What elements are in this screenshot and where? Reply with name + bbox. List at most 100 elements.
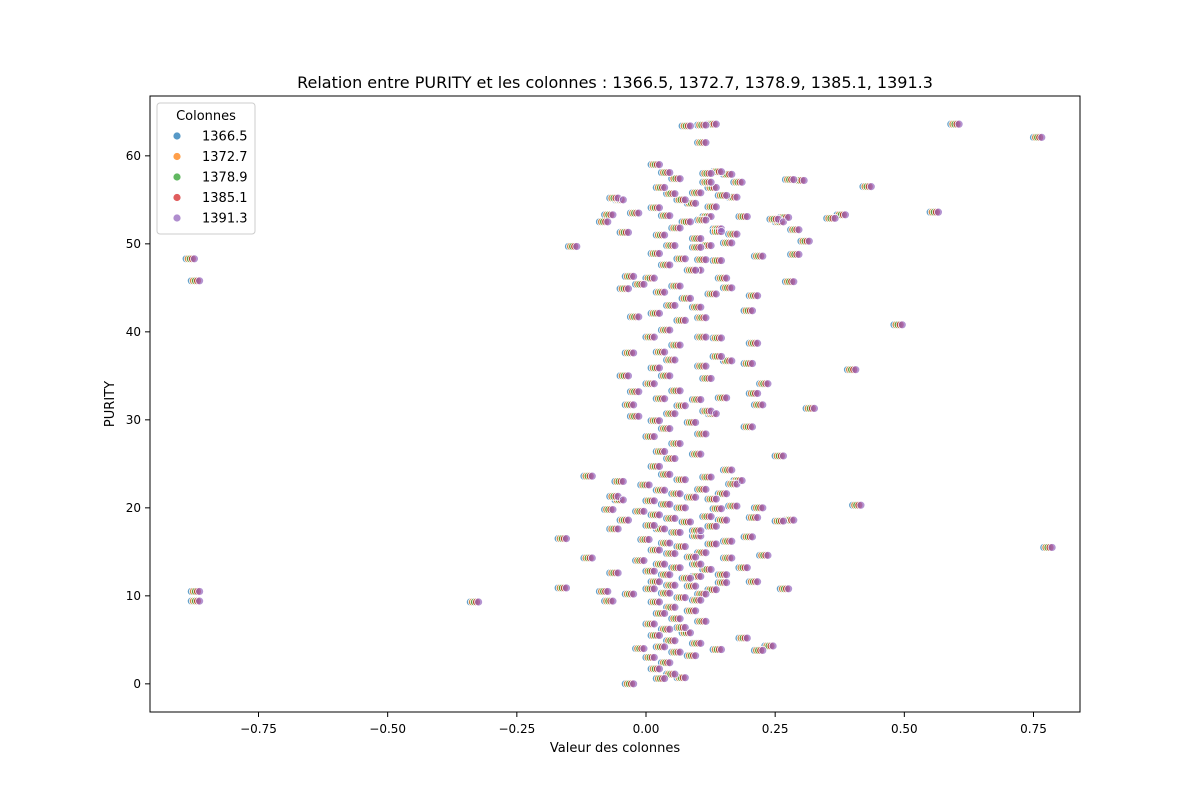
data-point: [789, 277, 799, 287]
legend-title: Colonnes: [176, 109, 236, 124]
data-point: [711, 183, 721, 192]
data-point: [758, 503, 768, 513]
data-point: [794, 225, 804, 235]
y-tick-label: 20: [126, 501, 141, 515]
data-point: [794, 249, 804, 259]
data-point: [696, 559, 706, 569]
data-point: [655, 577, 664, 587]
data-point: [670, 580, 680, 590]
data-point: [680, 254, 690, 264]
data-point: [665, 499, 675, 509]
data-point: [660, 609, 669, 618]
data-point: [665, 658, 675, 668]
data-point: [727, 356, 737, 366]
data-point: [670, 514, 680, 523]
data-point: [660, 230, 669, 240]
data-point: [629, 679, 638, 689]
data-point: [954, 119, 964, 129]
data-point: [670, 636, 680, 646]
data-point: [670, 409, 680, 419]
data-point: [649, 332, 659, 342]
data-point: [670, 669, 680, 679]
data-point: [784, 584, 793, 594]
data-point: [680, 401, 690, 411]
data-point: [753, 389, 762, 398]
data-point: [655, 363, 664, 373]
data-point: [711, 539, 721, 549]
data-point: [680, 315, 690, 325]
data-point: [629, 400, 638, 410]
data-point: [675, 281, 685, 291]
data-point: [701, 589, 711, 599]
data-point: [639, 279, 649, 289]
data-point: [717, 352, 726, 361]
data-point: [629, 271, 638, 281]
data-point: [608, 596, 618, 606]
data-point: [675, 386, 685, 396]
data-point: [655, 631, 664, 640]
data-point: [742, 212, 752, 221]
data-point: [190, 254, 199, 264]
axes-frame: [149, 95, 1081, 713]
data-point: [655, 462, 664, 471]
data-point: [665, 538, 675, 548]
x-tick-label: 0.00: [633, 722, 660, 736]
data-point: [748, 359, 757, 368]
data-point: [608, 210, 618, 220]
data-point: [562, 534, 571, 544]
data-point: [634, 312, 644, 322]
data-point: [706, 565, 716, 574]
data-point: [587, 471, 597, 481]
data-point: [691, 552, 700, 562]
legend-marker: [172, 131, 182, 141]
data-point: [675, 647, 685, 657]
data-point: [680, 475, 690, 485]
data-point: [701, 429, 711, 439]
data-point: [624, 284, 633, 294]
data-point: [701, 255, 711, 265]
data-point: [655, 597, 664, 607]
data-point: [686, 517, 695, 527]
data-point: [711, 202, 721, 212]
data-point: [195, 596, 205, 606]
data-point: [195, 587, 205, 596]
data-point: [701, 215, 711, 225]
data-point: [195, 276, 205, 286]
data-point: [711, 494, 721, 504]
y-axis-ticks: 0 10 20 30 40 50 60: [126, 149, 150, 691]
data-point: [789, 175, 799, 185]
data-point: [603, 217, 613, 227]
data-point: [675, 174, 685, 184]
data-point: [696, 526, 706, 536]
data-point: [675, 223, 685, 233]
data-point: [649, 521, 659, 530]
y-tick-label: 50: [126, 237, 141, 251]
data-point: [655, 545, 664, 555]
data-point: [696, 395, 706, 405]
data-point: [649, 432, 659, 441]
points-layer: [181, 119, 1057, 689]
data-point: [701, 332, 711, 342]
data-point: [634, 387, 644, 397]
data-point: [748, 422, 757, 432]
data-point: [1047, 543, 1057, 552]
data-point: [742, 633, 752, 643]
y-tick-label: 60: [126, 149, 141, 163]
data-point: [655, 416, 664, 426]
data-point: [706, 374, 716, 383]
data-point: [722, 570, 731, 580]
data-point: [748, 532, 757, 542]
data-point: [660, 674, 669, 683]
data-point: [701, 484, 711, 494]
data-point: [660, 347, 669, 357]
data-point: [701, 616, 711, 626]
data-point: [696, 188, 706, 198]
legend-marker: [172, 193, 182, 202]
data-point: [722, 578, 731, 588]
data-point: [613, 524, 623, 534]
data-point: [722, 515, 731, 525]
data-point: [758, 251, 768, 261]
data-point: [727, 283, 737, 293]
data-point: [680, 673, 690, 683]
